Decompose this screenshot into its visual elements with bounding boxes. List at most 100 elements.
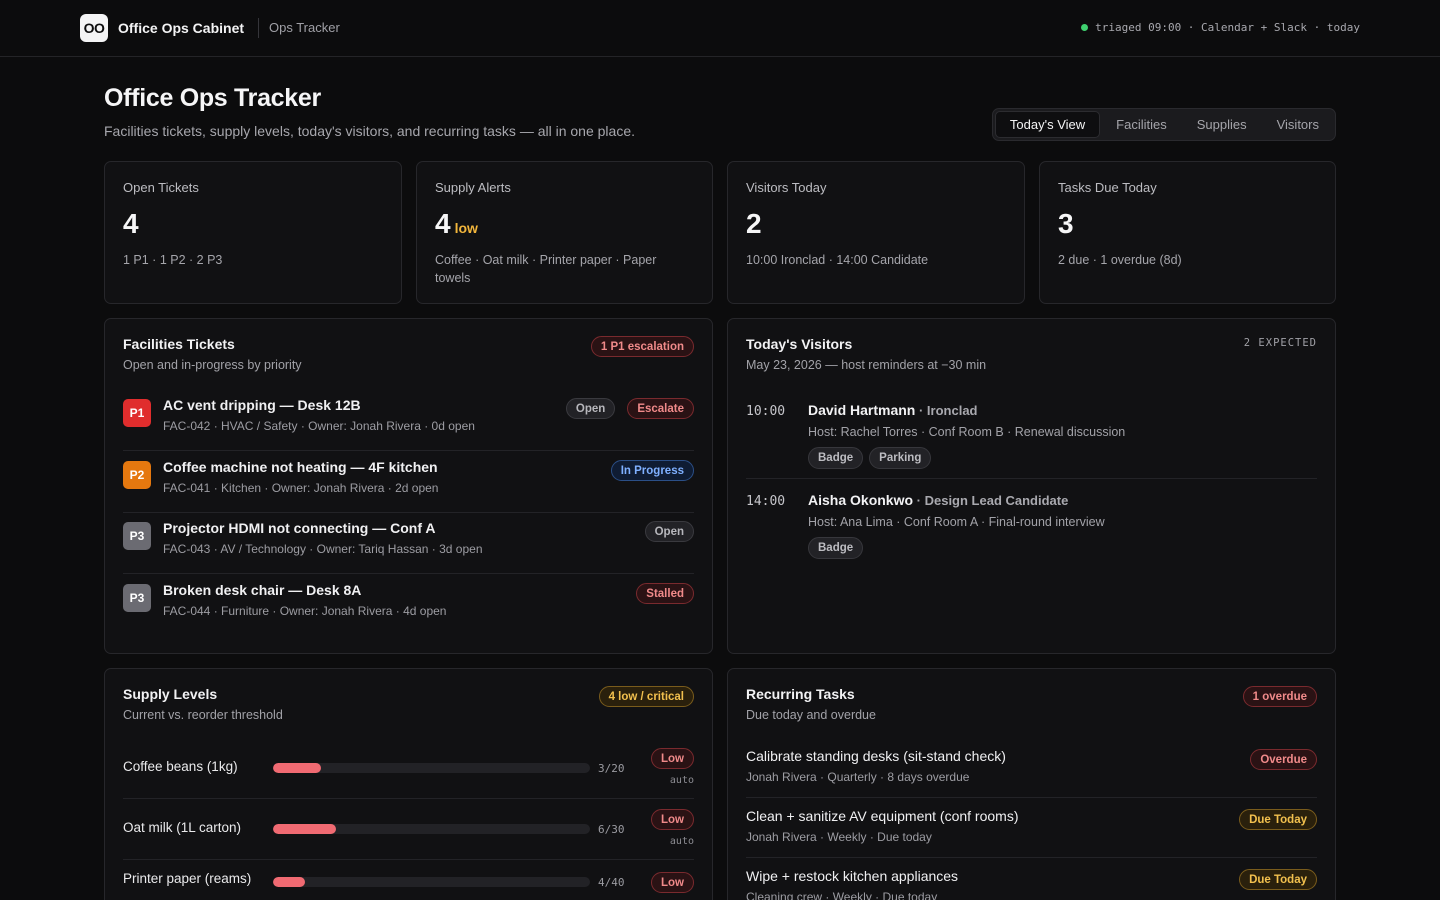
priority-badge: P2 <box>123 461 151 489</box>
stat-card-supply-alerts[interactable]: Supply Alerts 4 low Coffee · Oat milk · P… <box>416 161 713 304</box>
facilities-panel: Facilities Tickets Open and in-progress … <box>104 318 713 654</box>
status-badge: Open <box>644 521 694 542</box>
ticket-title[interactable]: AC vent dripping — Desk 12B <box>163 397 361 413</box>
tab-todays-view[interactable]: Today's View <box>994 111 1101 138</box>
low-stock-badge[interactable]: 4 low / critical <box>598 686 694 707</box>
escalate-button[interactable]: Escalate <box>627 398 694 419</box>
task-title[interactable]: Wipe + restock kitchen appliances <box>746 868 959 884</box>
task-row[interactable]: Calibrate standing desks (sit-stand chec… <box>746 738 1317 798</box>
task-meta: Jonah Rivera · Quarterly · 8 days overdu… <box>746 770 970 784</box>
stat-value: 2 <box>746 208 762 240</box>
visitor-time: 14:00 <box>746 494 786 509</box>
supply-level-fill <box>273 877 305 887</box>
status-badge: Low <box>651 872 694 893</box>
panel-title: Recurring Tasks <box>746 686 855 702</box>
recurring-panel: Recurring Tasks Due today and overdue 1 … <box>727 668 1336 900</box>
supply-row[interactable]: Coffee beans (1kg) 3/20 Low auto <box>123 738 694 799</box>
visitor-row[interactable]: 10:00 David Hartmann · Ironclad Host: Ra… <box>746 402 1317 479</box>
stat-detail: Coffee · Oat milk · Printer paper · Pape… <box>435 253 657 285</box>
ticket-meta: FAC-041 · Kitchen · Owner: Jonah Rivera … <box>163 481 439 495</box>
stat-value: 4 <box>123 208 139 240</box>
stat-value: 3 <box>1058 208 1074 240</box>
supply-level-bar <box>273 763 590 773</box>
task-row[interactable]: Clean + sanitize AV equipment (conf room… <box>746 798 1317 858</box>
divider <box>258 18 259 38</box>
ticket-title[interactable]: Projector HDMI not connecting — Conf A <box>163 520 436 536</box>
panel-title: Today's Visitors <box>746 336 853 352</box>
expected-count: 2 EXPECTED <box>1243 337 1317 349</box>
tab-visitors[interactable]: Visitors <box>1276 117 1319 132</box>
task-row[interactable]: Wipe + restock kitchen appliances Cleani… <box>746 858 1317 900</box>
supply-name: Printer paper (reams) <box>123 871 252 886</box>
visitor-host: Host: Ana Lima · Conf Room A · Final-rou… <box>808 515 1105 529</box>
app-logo[interactable]: OO <box>80 14 108 42</box>
app-section: Ops Tracker <box>269 20 340 35</box>
visitors-panel: Today's Visitors May 23, 2026 — host rem… <box>727 318 1336 654</box>
supply-count: 4/40 <box>598 876 625 889</box>
sync-status: triaged 09:00 · Calendar + Slack · today <box>1081 21 1360 34</box>
visitor-org: Design Lead Candidate <box>924 493 1069 508</box>
stat-detail: 10:00 Ironclad · 14:00 Candidate <box>746 253 929 267</box>
stat-number: 4 <box>123 208 139 239</box>
tab-facilities[interactable]: Facilities <box>1116 117 1167 132</box>
stat-card-open-tickets[interactable]: Open Tickets 4 1 P1 · 1 P2 · 2 P3 <box>104 161 402 304</box>
priority-badge: P3 <box>123 522 151 550</box>
ticket-row[interactable]: P1 AC vent dripping — Desk 12B FAC-042 ·… <box>123 389 694 451</box>
stat-label: Open Tickets <box>123 180 199 195</box>
supply-row[interactable]: Oat milk (1L carton) 6/30 Low auto <box>123 799 694 860</box>
status-badge: In Progress <box>610 460 694 481</box>
ticket-row[interactable]: P3 Projector HDMI not connecting — Conf … <box>123 512 694 574</box>
tab-supplies[interactable]: Supplies <box>1196 117 1247 132</box>
status-badge: Due Today <box>1239 809 1317 830</box>
ticket-meta: FAC-044 · Furniture · Owner: Jonah River… <box>163 604 447 618</box>
visitor-name: Aisha Okonkwo · Design Lead Candidate <box>808 492 1069 508</box>
stat-value: 4 low <box>435 208 478 240</box>
escalation-badge[interactable]: 1 P1 escalation <box>590 336 694 357</box>
auto-reorder-note: auto <box>669 775 694 786</box>
task-meta: Cleaning crew · Weekly · Due today <box>746 890 938 900</box>
panel-title: Facilities Tickets <box>123 336 235 352</box>
ticket-row[interactable]: P2 Coffee machine not heating — 4F kitch… <box>123 451 694 513</box>
panel-subtitle: Due today and overdue <box>746 708 876 722</box>
view-tabs: Today's View Facilities Supplies Visitor… <box>991 108 1336 141</box>
auto-reorder-note: auto <box>669 836 694 847</box>
panel-subtitle: May 23, 2026 — host reminders at −30 min <box>746 358 987 372</box>
parking-tag: Parking <box>869 447 932 469</box>
supply-count: 3/20 <box>598 762 625 775</box>
supply-level-fill <box>273 763 321 773</box>
app-name[interactable]: Office Ops Cabinet <box>118 20 245 36</box>
visitor-time: 10:00 <box>746 404 786 419</box>
stat-number: 2 <box>746 208 762 239</box>
ticket-title[interactable]: Coffee machine not heating — 4F kitchen <box>163 459 438 475</box>
ticket-row[interactable]: P3 Broken desk chair — Desk 8A FAC-044 ·… <box>123 574 694 636</box>
visitor-row[interactable]: 14:00 Aisha Okonkwo · Design Lead Candid… <box>746 492 1317 569</box>
stat-card-tasks-due[interactable]: Tasks Due Today 3 2 due · 1 overdue (8d) <box>1039 161 1336 304</box>
badge-tag: Badge <box>808 537 864 559</box>
status-badge: Low <box>651 748 694 769</box>
overdue-badge[interactable]: 1 overdue <box>1242 686 1317 707</box>
ticket-title[interactable]: Broken desk chair — Desk 8A <box>163 582 362 598</box>
task-title[interactable]: Calibrate standing desks (sit-stand chec… <box>746 748 1006 764</box>
status-badge: Overdue <box>1250 749 1317 770</box>
supply-count: 6/30 <box>598 823 625 836</box>
visitor-host: Host: Rachel Torres · Conf Room B · Rene… <box>808 425 1126 439</box>
priority-badge: P1 <box>123 399 151 427</box>
badge-tag: Badge <box>808 447 864 469</box>
stat-label: Supply Alerts <box>435 180 511 195</box>
supply-name: Oat milk (1L carton) <box>123 820 242 835</box>
supply-level-bar <box>273 877 590 887</box>
stat-detail: 2 due · 1 overdue (8d) <box>1058 253 1182 267</box>
status-badge: Due Today <box>1239 869 1317 890</box>
supply-panel: Supply Levels Current vs. reorder thresh… <box>104 668 713 900</box>
panel-subtitle: Current vs. reorder threshold <box>123 708 283 722</box>
stat-number: 4 <box>435 208 451 239</box>
status-badge: Stalled <box>636 583 694 604</box>
stat-card-visitors-today[interactable]: Visitors Today 2 10:00 Ironclad · 14:00 … <box>727 161 1025 304</box>
stat-suffix: low <box>454 220 478 236</box>
status-dot-icon <box>1081 24 1089 31</box>
task-title[interactable]: Clean + sanitize AV equipment (conf room… <box>746 808 1019 824</box>
supply-row[interactable]: Printer paper (reams) 4/40 Low <box>123 860 694 900</box>
visitor-name: David Hartmann · Ironclad <box>808 402 978 418</box>
sync-status-text: triaged 09:00 · Calendar + Slack · today <box>1095 21 1360 34</box>
page-title: Office Ops Tracker <box>104 84 321 112</box>
